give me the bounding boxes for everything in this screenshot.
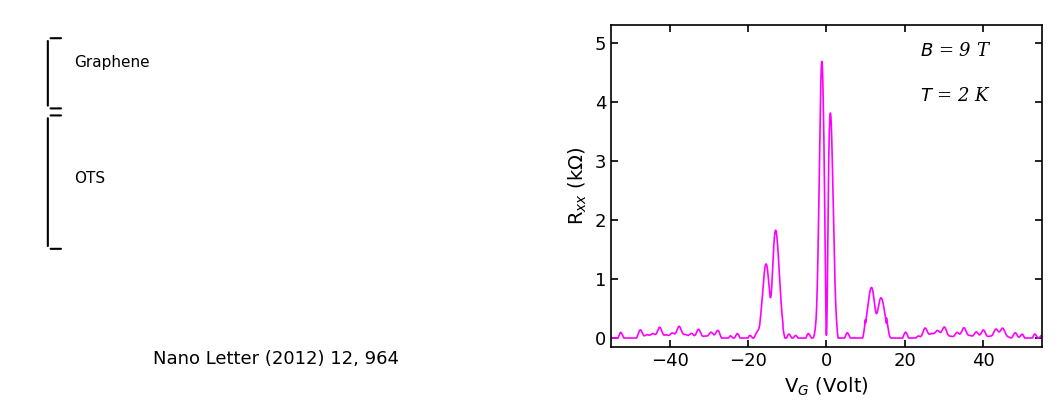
Text: OTS: OTS (74, 171, 105, 186)
Text: Nano Letter (2012) 12, 964: Nano Letter (2012) 12, 964 (153, 350, 400, 368)
X-axis label: V$_G$ (Volt): V$_G$ (Volt) (784, 375, 868, 398)
Y-axis label: R$_{xx}$ (kΩ): R$_{xx}$ (kΩ) (567, 147, 589, 225)
Text: $B$ = 9 T: $B$ = 9 T (921, 43, 992, 60)
Text: $T$ = 2 K: $T$ = 2 K (921, 87, 992, 105)
Text: Graphene: Graphene (74, 55, 150, 70)
